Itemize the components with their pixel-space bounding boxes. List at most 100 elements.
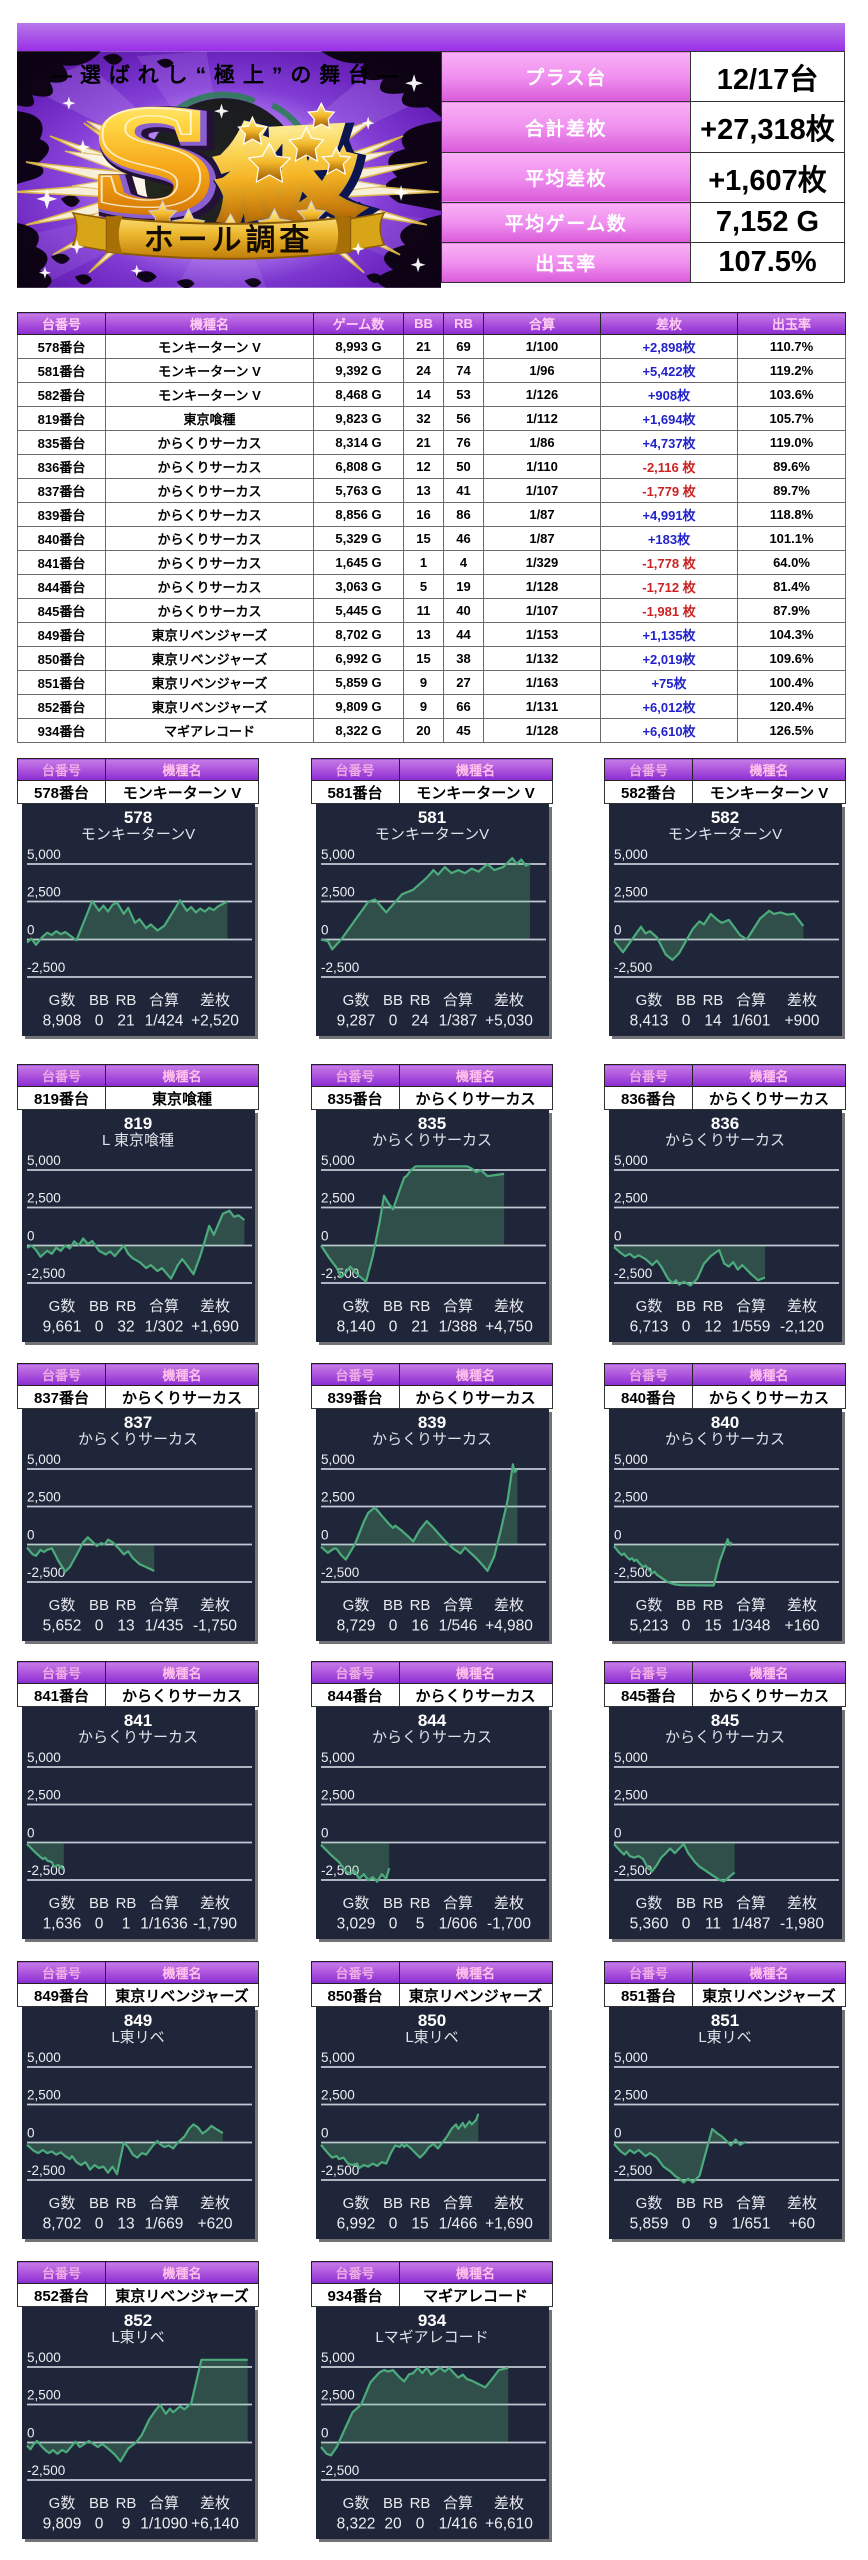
svg-text:582: 582 xyxy=(711,808,739,827)
svg-text:1/1090: 1/1090 xyxy=(140,2516,188,2533)
svg-text:からくりサーカス: からくりサーカス xyxy=(665,1431,785,1448)
svg-text:BB: BB xyxy=(382,1597,402,1614)
svg-text:RB: RB xyxy=(703,1298,724,1315)
svg-text:16: 16 xyxy=(411,1618,428,1635)
svg-text:-2,500: -2,500 xyxy=(321,1565,359,1580)
svg-text:BB: BB xyxy=(676,2195,696,2212)
svg-text:2,500: 2,500 xyxy=(321,1490,355,1505)
svg-text:5,000: 5,000 xyxy=(321,2050,355,2065)
svg-text:からくりサーカス: からくりサーカス xyxy=(665,1132,785,1149)
svg-text:1/559: 1/559 xyxy=(732,1319,771,1336)
svg-text:5,000: 5,000 xyxy=(321,1452,355,1467)
svg-text:L東リベ: L東リベ xyxy=(405,2029,458,2046)
svg-text:1/601: 1/601 xyxy=(732,1013,771,1030)
svg-text:モンキーターンV: モンキーターンV xyxy=(81,826,195,843)
svg-text:からくりサーカス: からくりサーカス xyxy=(665,1729,785,1746)
svg-text:合算: 合算 xyxy=(149,1894,179,1912)
svg-text:9,287: 9,287 xyxy=(336,1013,375,1030)
svg-text:11: 11 xyxy=(705,1916,721,1933)
svg-text:+4,980: +4,980 xyxy=(485,1618,533,1635)
svg-text:5,000: 5,000 xyxy=(27,847,61,862)
svg-text:15: 15 xyxy=(704,1618,721,1635)
svg-text:-2,500: -2,500 xyxy=(321,2463,359,2478)
svg-text:G数: G数 xyxy=(636,2195,663,2212)
svg-text:844: 844 xyxy=(417,1711,446,1730)
svg-text:1/388: 1/388 xyxy=(438,1319,477,1336)
svg-text:1/348: 1/348 xyxy=(732,1618,771,1635)
svg-text:G数: G数 xyxy=(342,1895,369,1912)
svg-text:RB: RB xyxy=(116,992,137,1009)
svg-text:0: 0 xyxy=(682,1618,691,1635)
svg-text:0: 0 xyxy=(321,1826,329,1841)
svg-text:+1,690: +1,690 xyxy=(485,2216,533,2233)
svg-text:21: 21 xyxy=(411,1319,428,1336)
svg-text:差枚: 差枚 xyxy=(493,2495,523,2512)
svg-text:-2,500: -2,500 xyxy=(27,1565,65,1580)
svg-text:からくりサーカス: からくりサーカス xyxy=(78,1729,198,1746)
svg-text:1/651: 1/651 xyxy=(732,2216,771,2233)
svg-text:-1,980: -1,980 xyxy=(780,1916,824,1933)
svg-text:-1,750: -1,750 xyxy=(193,1618,237,1635)
svg-text:2,500: 2,500 xyxy=(27,885,61,900)
svg-text:差枚: 差枚 xyxy=(493,992,523,1009)
svg-text:0: 0 xyxy=(614,1528,622,1543)
svg-text:21: 21 xyxy=(117,1013,134,1030)
svg-text:2,500: 2,500 xyxy=(614,885,648,900)
svg-text:BB: BB xyxy=(382,2195,402,2212)
svg-text:-2,120: -2,120 xyxy=(780,1319,824,1336)
svg-text:BB: BB xyxy=(676,1298,696,1315)
svg-text:2,500: 2,500 xyxy=(614,1788,648,1803)
svg-text:5,000: 5,000 xyxy=(614,1452,648,1467)
svg-text:ホール調査: ホール調査 xyxy=(144,224,313,257)
svg-text:13: 13 xyxy=(117,2216,134,2233)
svg-text:G数: G数 xyxy=(636,1895,663,1912)
svg-text:6,992: 6,992 xyxy=(336,2216,375,2233)
svg-text:合算: 合算 xyxy=(736,1297,766,1315)
svg-text:841: 841 xyxy=(124,1711,152,1730)
svg-text:12: 12 xyxy=(704,1319,721,1336)
svg-text:2,500: 2,500 xyxy=(614,1490,648,1505)
svg-text:9: 9 xyxy=(122,2516,131,2533)
svg-text:RB: RB xyxy=(703,1895,724,1912)
svg-text:20: 20 xyxy=(384,2516,402,2533)
svg-text:からくりサーカス: からくりサーカス xyxy=(371,1729,491,1746)
svg-text:852: 852 xyxy=(124,2311,152,2330)
svg-text:0: 0 xyxy=(682,1319,691,1336)
svg-text:14: 14 xyxy=(704,1013,722,1030)
svg-text:2,500: 2,500 xyxy=(321,885,355,900)
svg-text:0: 0 xyxy=(388,1618,397,1635)
svg-text:1/387: 1/387 xyxy=(438,1013,477,1030)
svg-text:合算: 合算 xyxy=(442,1894,472,1912)
svg-text:1/487: 1/487 xyxy=(732,1916,771,1933)
svg-text:RB: RB xyxy=(409,2495,430,2512)
svg-text:839: 839 xyxy=(417,1413,445,1432)
svg-text:8,140: 8,140 xyxy=(336,1319,375,1336)
svg-text:0: 0 xyxy=(95,1916,104,1933)
svg-text:L東リベ: L東リベ xyxy=(111,2029,164,2046)
svg-text:8,322: 8,322 xyxy=(336,2516,375,2533)
svg-text:-2,500: -2,500 xyxy=(614,2163,652,2178)
svg-text:合算: 合算 xyxy=(736,1894,766,1912)
svg-text:-2,500: -2,500 xyxy=(27,1266,65,1281)
svg-text:0: 0 xyxy=(27,1826,35,1841)
svg-text:0: 0 xyxy=(682,1013,691,1030)
svg-text:0: 0 xyxy=(614,1229,622,1244)
svg-text:5,213: 5,213 xyxy=(630,1618,669,1635)
svg-text:G数: G数 xyxy=(342,2495,369,2512)
svg-text:837: 837 xyxy=(124,1413,152,1432)
svg-text:+160: +160 xyxy=(785,1618,820,1635)
svg-text:RB: RB xyxy=(703,2195,724,2212)
svg-text:BB: BB xyxy=(676,1895,696,1912)
svg-text:1/669: 1/669 xyxy=(145,2216,184,2233)
svg-text:RB: RB xyxy=(409,992,430,1009)
svg-text:0: 0 xyxy=(321,2126,329,2141)
svg-text:+620: +620 xyxy=(198,2216,233,2233)
svg-text:BB: BB xyxy=(382,1298,402,1315)
svg-text:851: 851 xyxy=(711,2011,739,2030)
svg-text:G数: G数 xyxy=(342,1597,369,1614)
svg-text:からくりサーカス: からくりサーカス xyxy=(371,1132,491,1149)
svg-text:1/1636: 1/1636 xyxy=(140,1916,187,1933)
svg-text:RB: RB xyxy=(409,1895,430,1912)
svg-text:Lマギアレコード: Lマギアレコード xyxy=(375,2329,488,2346)
svg-text:-2,500: -2,500 xyxy=(321,2163,359,2178)
